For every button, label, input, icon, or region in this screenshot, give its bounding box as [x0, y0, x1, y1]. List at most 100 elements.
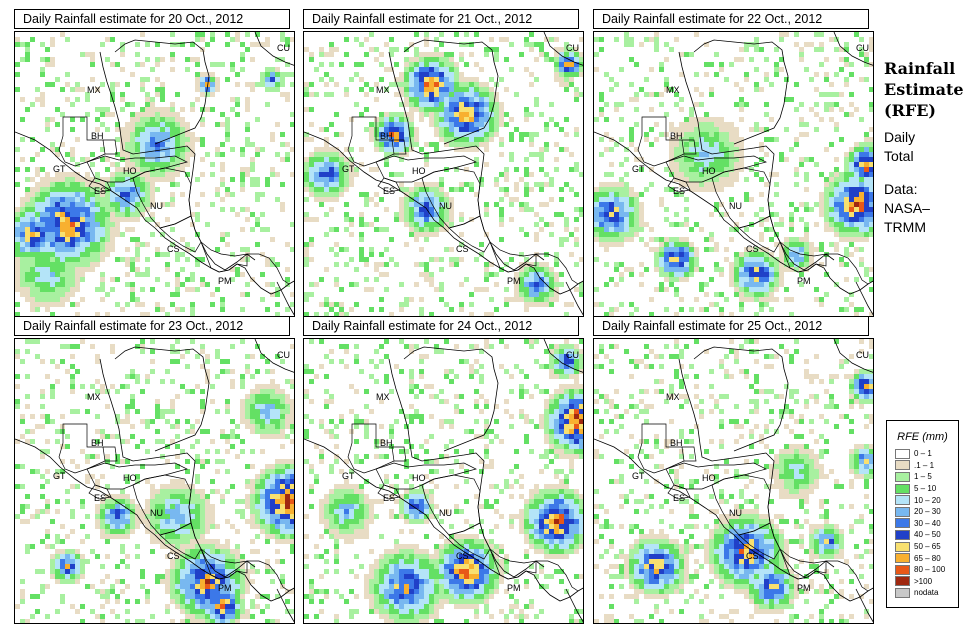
- legend-item: nodata: [895, 587, 958, 599]
- country-label-gt: GT: [53, 164, 66, 174]
- country-label-gt: GT: [632, 471, 645, 481]
- legend-swatch: [895, 506, 910, 517]
- country-label-gt: GT: [342, 164, 355, 174]
- rainfall-map-svg: [15, 32, 294, 316]
- country-label-es: ES: [94, 186, 107, 196]
- legend-item: 30 – 40: [895, 518, 958, 530]
- country-label-pm: PM: [507, 276, 521, 286]
- legend-label: 20 – 30: [914, 507, 941, 517]
- country-label-cs: CS: [456, 551, 469, 561]
- legend-label: 50 – 65: [914, 542, 941, 552]
- side-data-label: Data:: [884, 181, 918, 197]
- country-label-gt: GT: [342, 471, 355, 481]
- map-frame: MX BH GT HO ES NU CS PM CU: [593, 338, 874, 624]
- side-info: Rainfall Estimate (RFE) Daily Total Data…: [884, 58, 964, 237]
- country-label-pm: PM: [218, 583, 232, 593]
- legend-label: 5 – 10: [914, 484, 937, 494]
- panel-title: Daily Rainfall estimate for 22 Oct., 201…: [593, 9, 869, 29]
- rainfall-map-svg: [594, 339, 873, 623]
- legend-item: 1 – 5: [895, 471, 958, 483]
- panel-title: Daily Rainfall estimate for 24 Oct., 201…: [303, 316, 579, 336]
- legend-item: 80 – 100: [895, 564, 958, 576]
- map-frame: MX BH GT HO ES NU CS PM CU: [303, 31, 584, 317]
- legend-swatch: [895, 541, 910, 552]
- legend-swatch: [895, 495, 910, 506]
- country-label-bh: BH: [380, 438, 393, 448]
- map-frame: MX BH GT HO ES NU CS PM CU: [593, 31, 874, 317]
- legend-item: 65 – 80: [895, 552, 958, 564]
- country-label-pm: PM: [797, 276, 811, 286]
- legend-swatch: [895, 529, 910, 540]
- country-label-ho: HO: [123, 473, 137, 483]
- country-label-es: ES: [673, 493, 686, 503]
- country-label-cu: CU: [277, 350, 290, 360]
- panel-title: Daily Rainfall estimate for 21 Oct., 201…: [303, 9, 579, 29]
- country-label-nu: NU: [150, 508, 163, 518]
- country-label-bh: BH: [380, 131, 393, 141]
- legend-swatch: [895, 587, 910, 598]
- country-label-cu: CU: [856, 350, 869, 360]
- side-total: Total: [884, 148, 914, 164]
- country-label-cu: CU: [277, 43, 290, 53]
- country-label-nu: NU: [150, 201, 163, 211]
- country-label-nu: NU: [729, 508, 742, 518]
- country-label-gt: GT: [632, 164, 645, 174]
- country-label-bh: BH: [91, 131, 104, 141]
- legend-item: 20 – 30: [895, 506, 958, 518]
- panel-title: Daily Rainfall estimate for 25 Oct., 201…: [593, 316, 869, 336]
- country-label-nu: NU: [729, 201, 742, 211]
- country-label-mx: MX: [376, 85, 390, 95]
- country-label-cs: CS: [746, 244, 759, 254]
- side-title-line2: Estimate: [884, 80, 964, 99]
- country-label-mx: MX: [87, 392, 101, 402]
- map-frame: MX BH GT HO ES NU CS PM CU: [14, 338, 295, 624]
- legend-label: 0 – 1: [914, 449, 932, 459]
- legend-label: .1 – 1: [914, 460, 935, 470]
- legend-item: 0 – 1: [895, 448, 958, 460]
- country-label-cu: CU: [566, 350, 579, 360]
- country-label-nu: NU: [439, 201, 452, 211]
- country-label-bh: BH: [670, 438, 683, 448]
- side-source-line2: TRMM: [884, 219, 926, 235]
- legend-label: >100: [914, 576, 933, 586]
- legend-item: 10 – 20: [895, 494, 958, 506]
- legend-item: .1 – 1: [895, 460, 958, 472]
- map-frame: MX BH GT HO ES NU CS PM CU: [303, 338, 584, 624]
- country-label-pm: PM: [218, 276, 232, 286]
- panel-title: Daily Rainfall estimate for 23 Oct., 201…: [14, 316, 290, 336]
- rainfall-map-svg: [594, 32, 873, 316]
- country-label-bh: BH: [91, 438, 104, 448]
- country-label-mx: MX: [666, 85, 680, 95]
- legend: RFE (mm) 0 – 1.1 – 1 1 – 5 5 – 10 10 – 20 20…: [886, 420, 959, 608]
- country-label-gt: GT: [53, 471, 66, 481]
- panel-title: Daily Rainfall estimate for 20 Oct., 201…: [14, 9, 290, 29]
- legend-swatch: [895, 471, 910, 482]
- legend-label: 1 – 5: [914, 472, 932, 482]
- rainfall-map-svg: [304, 32, 583, 316]
- country-label-cs: CS: [167, 244, 180, 254]
- country-label-es: ES: [94, 493, 107, 503]
- rainfall-map-svg: [304, 339, 583, 623]
- side-daily: Daily: [884, 129, 916, 145]
- country-label-bh: BH: [670, 131, 683, 141]
- legend-label: 40 – 50: [914, 530, 941, 540]
- country-label-pm: PM: [797, 583, 811, 593]
- legend-swatch: [895, 483, 910, 494]
- legend-swatch: [895, 564, 910, 575]
- legend-label: 30 – 40: [914, 518, 941, 528]
- country-label-mx: MX: [87, 85, 101, 95]
- rainfall-map-svg: [15, 339, 294, 623]
- country-label-pm: PM: [507, 583, 521, 593]
- legend-swatch: [895, 518, 910, 529]
- map-frame: MX BH GT HO ES NU CS PM CU: [14, 31, 295, 317]
- country-label-ho: HO: [123, 166, 137, 176]
- country-label-cs: CS: [456, 244, 469, 254]
- side-source-line1: NASA–: [884, 200, 930, 216]
- country-label-es: ES: [383, 493, 396, 503]
- country-label-es: ES: [673, 186, 686, 196]
- country-label-ho: HO: [702, 473, 716, 483]
- country-label-ho: HO: [412, 473, 426, 483]
- country-label-cs: CS: [167, 551, 180, 561]
- legend-label: 80 – 100: [914, 565, 946, 575]
- country-label-es: ES: [383, 186, 396, 196]
